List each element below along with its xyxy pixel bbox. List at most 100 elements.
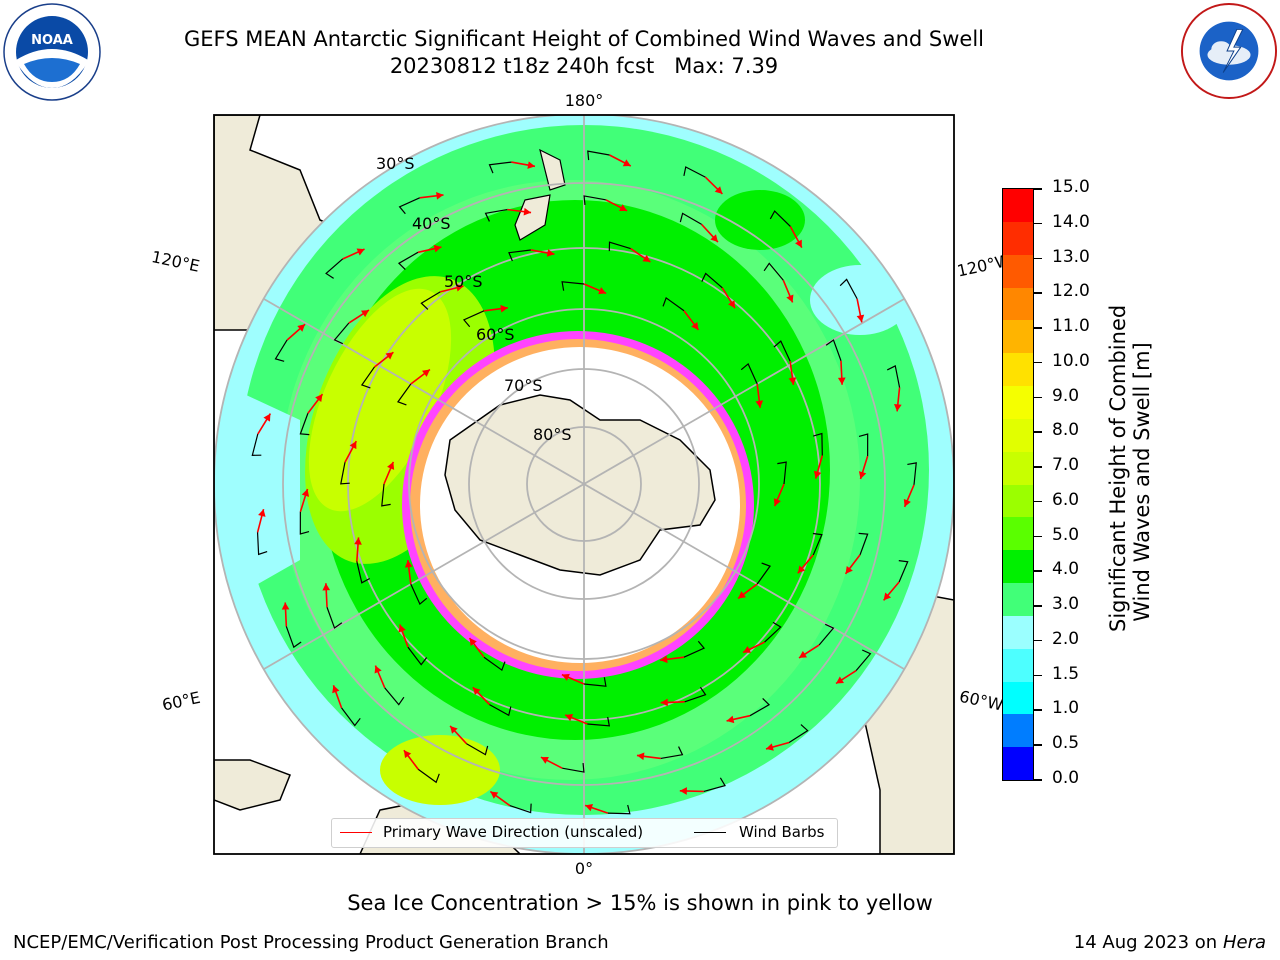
wave-arrow-head: [799, 650, 808, 658]
colorbar-segment: [1003, 484, 1033, 518]
wave-arrow-head: [858, 471, 867, 479]
wind-barb: [381, 483, 391, 507]
wave-arrow-head: [263, 413, 271, 422]
map-legend: Primary Wave Direction (unscaled) Wind B…: [331, 818, 838, 848]
legend-swatch-primary-wave: [340, 832, 372, 833]
wind-barb: [764, 621, 782, 643]
wave-arrow-head: [755, 400, 764, 408]
colorbar-segment: [1003, 747, 1033, 781]
wave-arrow-head: [743, 646, 752, 653]
wave-arrow-head: [836, 676, 844, 684]
wave-arrow-head: [622, 159, 631, 167]
meridian-label-60e: 60°E: [160, 688, 202, 715]
wave-arrow-head: [786, 294, 794, 303]
wave-arrow-head: [728, 300, 735, 309]
wind-barb: [384, 687, 405, 706]
colorbar-segment: [1003, 287, 1033, 321]
colorbar-tick-mark: [1034, 744, 1042, 746]
wave-arrow-head: [726, 715, 735, 724]
colorbar-tick-mark: [1034, 500, 1042, 503]
wind-barb: [769, 210, 791, 227]
wave-arrow-head: [738, 591, 746, 599]
wind-barb: [561, 281, 585, 291]
meridian-label-180: 180°: [565, 91, 604, 110]
colorbar-tick-mark: [1034, 431, 1042, 433]
wind-barb: [679, 212, 702, 225]
wind-barb: [763, 262, 784, 281]
wind-barb: [855, 649, 872, 671]
footer-date: 14 Aug 2023 on Hera: [1074, 932, 1266, 953]
wave-arrow-head: [523, 207, 532, 216]
colorbar-tick-label: 14.0: [1052, 211, 1090, 232]
wind-barb: [285, 626, 302, 649]
colorbar-segment: [1003, 353, 1033, 387]
colorbar-tick-mark: [1034, 674, 1042, 677]
wind-barb: [341, 707, 361, 727]
wave-arrow-head: [565, 714, 574, 722]
colorbar-tick-label: 11.0: [1052, 316, 1090, 337]
legend-label-primary-wave: Primary Wave Direction (unscaled): [383, 823, 644, 841]
colorbar-tick-label: 0.0: [1052, 768, 1080, 788]
wave-arrow-head: [490, 791, 499, 799]
wind-barb: [812, 532, 823, 556]
colorbar-tick-mark: [1034, 639, 1042, 642]
wave-arrow-head: [660, 698, 668, 707]
wave-arrow-head: [258, 509, 266, 517]
wave-arrow-head: [354, 537, 362, 545]
noaa-logo: NOAA: [3, 3, 101, 101]
wind-barbs: [251, 150, 917, 815]
colorbar-segment: [1003, 517, 1033, 551]
wave-arrow-head: [710, 234, 718, 243]
wind-barb: [660, 746, 684, 760]
wind-barb: [907, 462, 917, 485]
colorbar-segment: [1003, 189, 1033, 223]
wind-barb: [583, 677, 607, 687]
colorbar-segment: [1003, 221, 1033, 256]
colorbar-tick-mark: [1034, 292, 1042, 294]
lat-label-80s: 80°S: [533, 425, 572, 444]
colorbar-tick-mark: [1034, 709, 1042, 711]
meridian-label-60w: 60°W: [958, 687, 1005, 715]
wind-barb: [756, 562, 772, 585]
wind-barb: [858, 532, 869, 555]
wave-arrow-head: [315, 394, 323, 403]
wind-barb: [818, 623, 835, 646]
wind-barb: [299, 511, 310, 535]
colorbar-tick-mark: [1034, 605, 1042, 607]
wave-arrow-head: [385, 352, 394, 360]
wave-arrow-head: [374, 665, 382, 674]
colorbar-segment: [1003, 681, 1033, 715]
wave-arrow-head: [398, 624, 406, 633]
chart-subtitle: 20230812 t18z 240h fcst Max: 7.39: [389, 54, 779, 78]
colorbar-tick-label: 9.0: [1052, 385, 1080, 406]
wave-arrow-head: [598, 287, 607, 295]
wave-arrow-head: [436, 191, 444, 200]
wind-barb: [587, 150, 610, 161]
colorbar-tick-mark: [1034, 466, 1042, 468]
wave-arrow-head: [422, 369, 430, 377]
wind-barb: [788, 724, 809, 744]
wind-barb: [407, 646, 428, 666]
wind-barb: [397, 251, 419, 271]
wave-arrow-head: [636, 752, 645, 761]
wave-arrow-head: [797, 565, 806, 574]
wave-arrow-head: [281, 602, 290, 610]
wave-arrow-head: [845, 565, 853, 574]
wind-barb: [256, 532, 268, 556]
wave-arrow-head: [297, 324, 306, 332]
legend-swatch-wind-barbs: [694, 832, 726, 833]
wind-barb: [396, 383, 412, 406]
wind-barb: [356, 561, 370, 584]
colorbar-tick-mark: [1034, 535, 1042, 538]
wind-barb: [488, 161, 512, 174]
colorbar-segment: [1003, 320, 1033, 354]
wind-barb: [839, 278, 858, 300]
wind-barb: [466, 743, 489, 756]
wave-arrow-head: [349, 441, 357, 450]
footer-date-text: 14 Aug 2023 on: [1073, 932, 1218, 953]
wave-arrow-head: [469, 638, 477, 646]
wave-arrow-head: [894, 403, 902, 412]
wave-arrow-head: [766, 743, 774, 751]
wave-arrow-head: [322, 583, 331, 591]
wind-barb: [489, 704, 512, 717]
